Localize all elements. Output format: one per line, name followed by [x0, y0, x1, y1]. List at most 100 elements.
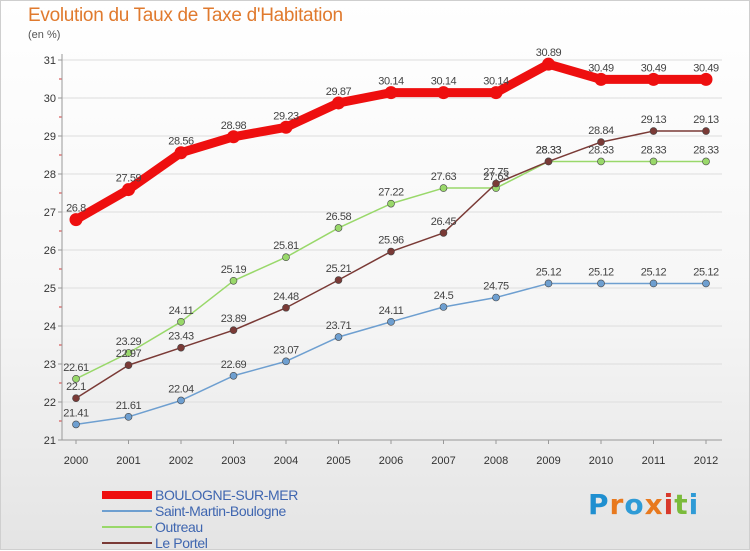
data-label: 28.56	[168, 136, 194, 148]
data-point	[439, 184, 448, 192]
proxiti-logo: Proxiti	[588, 488, 699, 521]
data-label: 28.33	[693, 144, 719, 156]
y-tick-label: 28	[44, 169, 56, 181]
data-point	[649, 127, 658, 135]
data-point	[649, 157, 658, 166]
legend-label: Le Portel	[155, 535, 208, 551]
data-label: 27.59	[116, 173, 142, 185]
data-label: 22.97	[116, 348, 142, 360]
y-tick-label: 30	[44, 93, 56, 105]
data-label: 30.89	[536, 47, 562, 59]
data-point	[177, 343, 185, 352]
data-label: 29.13	[641, 114, 667, 126]
data-label: 28.33	[588, 144, 614, 156]
data-point	[702, 157, 710, 166]
data-point	[282, 303, 290, 312]
data-label: 25.19	[221, 264, 247, 276]
x-tick-label: 2004	[274, 455, 298, 467]
data-point	[177, 318, 185, 326]
data-label: 22.1	[66, 381, 86, 393]
data-point	[174, 146, 188, 160]
logo-letter: r	[609, 488, 625, 521]
data-point	[544, 279, 553, 288]
y-tick-label: 22	[44, 397, 56, 409]
data-label: 22.69	[221, 359, 247, 371]
data-label: 24.48	[273, 291, 299, 303]
data-label: 24.75	[483, 281, 509, 293]
data-label: 28.98	[221, 120, 247, 132]
data-point	[489, 86, 503, 100]
legend-swatch	[102, 526, 152, 528]
x-tick-label: 2011	[642, 455, 666, 467]
y-tick-labels: 21 22 23 24 25 26 27 28 29 30 31	[44, 55, 56, 447]
y-tick-label: 27	[44, 207, 56, 219]
data-point	[594, 72, 608, 86]
data-point	[439, 303, 448, 311]
data-point	[387, 247, 395, 256]
data-point	[702, 127, 710, 135]
data-point	[334, 224, 343, 232]
data-label: 21.61	[116, 400, 142, 412]
y-tick-label: 26	[44, 245, 56, 257]
data-labels: 21.41 21.61 22.04 22.69 23.07 23.71 24.11 24.5 2…	[63, 47, 719, 419]
data-point	[699, 72, 713, 86]
legend-label: Saint-Martin-Boulogne	[155, 503, 286, 519]
data-label: 27.63	[431, 171, 457, 183]
data-label: 28.33	[641, 144, 667, 156]
data-point	[282, 357, 290, 366]
data-point	[229, 371, 238, 380]
data-label: 25.12	[536, 266, 562, 278]
x-tick-label: 2009	[536, 455, 560, 467]
data-label: 30.49	[588, 62, 614, 74]
y-tick-label: 23	[44, 359, 56, 371]
x-tick-label: 2000	[64, 455, 88, 467]
data-label: 28.33	[536, 144, 562, 156]
chart-title: Evolution du Taux de Taxe d'Habitation	[28, 5, 343, 26]
data-label: 21.41	[63, 407, 89, 419]
data-point	[387, 318, 395, 326]
legend-label: Outreau	[155, 519, 203, 535]
data-point	[282, 253, 290, 262]
data-label: 29.23	[273, 110, 299, 122]
x-tick-labels: 2000 2001 2002 2003 2004 2005 2006 2007 2008 2009…	[64, 455, 718, 467]
data-label: 25.96	[378, 235, 404, 247]
data-point	[122, 183, 135, 197]
data-point	[332, 96, 345, 110]
data-label: 24.5	[434, 290, 454, 302]
data-point	[542, 57, 555, 71]
data-label: 23.07	[273, 344, 299, 356]
data-point	[384, 86, 398, 100]
data-point	[69, 213, 83, 227]
data-label: 28.84	[588, 125, 614, 137]
data-point	[597, 157, 605, 166]
data-label: 25.12	[693, 266, 719, 278]
logo-letter: i	[688, 488, 700, 521]
legend-swatch	[102, 491, 152, 499]
data-label: 30.14	[483, 76, 509, 88]
data-point	[597, 279, 605, 288]
data-point	[649, 279, 658, 288]
y-unit-label: (en %)	[28, 29, 61, 41]
x-tick-label: 2002	[169, 455, 193, 467]
x-tick-label: 2007	[431, 455, 455, 467]
data-label: 29.87	[326, 86, 352, 98]
y-tick-label: 21	[44, 435, 56, 447]
logo-letter: P	[588, 488, 610, 521]
data-point	[72, 375, 80, 383]
y-tick-label: 29	[44, 131, 56, 143]
y-tick-label: 25	[44, 283, 56, 295]
data-point	[439, 229, 448, 237]
data-label: 23.29	[116, 336, 142, 348]
data-point	[124, 361, 133, 369]
data-label: 23.71	[326, 320, 352, 332]
logo-letter: i	[663, 488, 675, 521]
data-point	[72, 420, 80, 429]
x-tick-label: 2008	[484, 455, 508, 467]
data-point	[177, 396, 185, 405]
data-label: 27.75	[483, 167, 509, 179]
x-tick-label: 2003	[221, 455, 245, 467]
data-label: 25.21	[326, 263, 352, 275]
data-label: 30.14	[431, 76, 457, 88]
data-label: 26.8	[66, 203, 86, 215]
data-label: 25.81	[273, 240, 299, 252]
